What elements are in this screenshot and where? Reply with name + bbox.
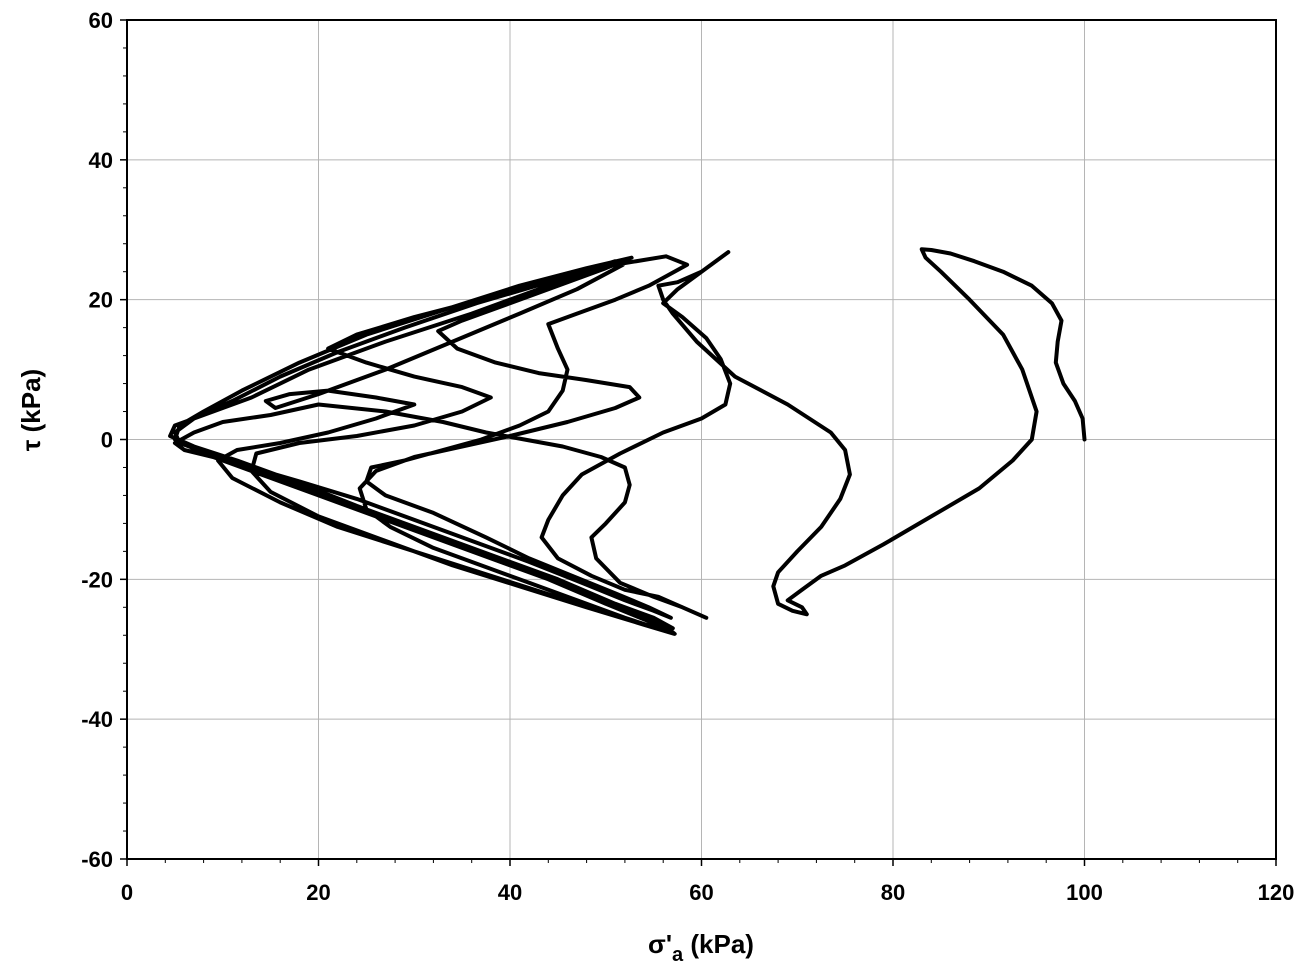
x-axis-title-main: σ' [648,929,672,959]
x-axis-title-subscript: a [672,944,684,965]
x-tick-labels: 0 20 40 60 80 100 120 [121,880,1294,905]
x-tick-label: 120 [1258,880,1295,905]
x-tick-label: 60 [689,880,713,905]
y-axis-title: τ (kPa) [16,369,46,451]
x-tick-label: 80 [881,880,905,905]
y-tick-label: 20 [89,288,113,313]
series-layer [168,247,1087,636]
y-tick-label: 0 [101,428,113,453]
stress-path-line [168,247,1087,636]
x-tick-label: 20 [306,880,330,905]
y-tick-label: -20 [81,567,113,592]
minor-ticks [120,19,1277,866]
x-tick-label: 100 [1066,880,1103,905]
y-tick-label: -60 [81,847,113,872]
x-tick-label: 40 [498,880,522,905]
x-axis-title-unit: (kPa) [683,929,754,959]
y-tick-label: 60 [89,8,113,33]
y-tick-label: 40 [89,148,113,173]
y-tick-labels: 60 40 20 0 -20 -40 -60 [81,8,113,872]
plot-area-frame [126,19,1277,860]
x-axis-title: σ'a (kPa) [648,929,754,965]
y-tick-label: -40 [81,707,113,732]
x-tick-label: 0 [121,880,133,905]
